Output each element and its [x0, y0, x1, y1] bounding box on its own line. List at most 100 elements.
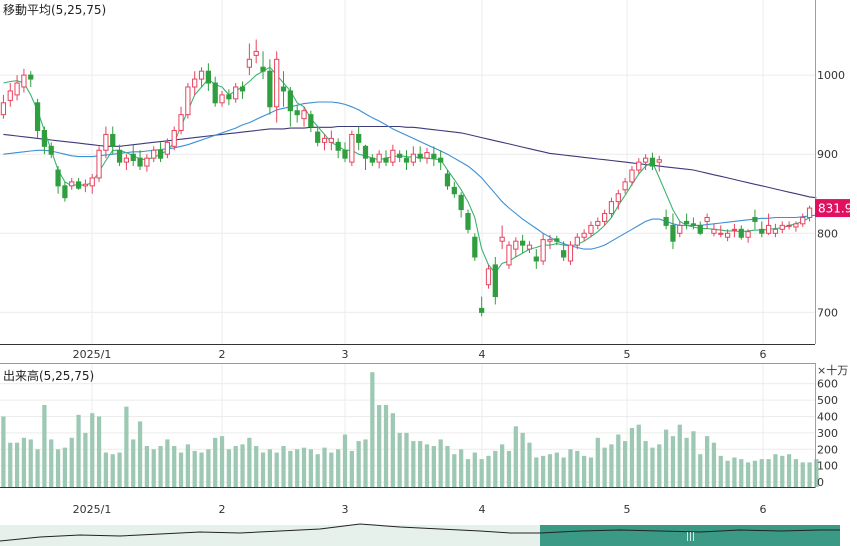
volume-bar	[55, 449, 61, 487]
volume-bar	[137, 421, 143, 487]
candle-body	[465, 213, 471, 230]
volume-x-tick-label: 3	[342, 503, 349, 516]
candle	[301, 106, 307, 127]
volume-tick-label: 0	[817, 476, 824, 489]
volume-bar	[534, 457, 539, 487]
candle	[403, 150, 410, 171]
candle-body	[212, 82, 218, 104]
candle-body	[253, 50, 259, 56]
volume-bar	[199, 452, 204, 487]
candle-body	[75, 181, 82, 189]
candle	[185, 83, 191, 119]
volume-bar	[814, 459, 819, 487]
volume-bar	[520, 432, 525, 487]
last-price-tag-bg	[815, 199, 850, 218]
candle	[745, 229, 751, 243]
volume-x-tick-label: 6	[760, 503, 767, 516]
volume-bar	[575, 450, 580, 487]
candle-body	[328, 137, 334, 143]
volume-tick-label: 500	[817, 394, 838, 407]
ma75-layer	[3, 125, 817, 199]
candle-body	[772, 228, 779, 234]
candle-body	[342, 149, 348, 159]
volume-bar	[83, 432, 88, 487]
price-axis: 1000 900 800 700	[817, 69, 845, 319]
candle-body	[629, 169, 635, 183]
price-x-tick-label: 4	[479, 348, 486, 361]
volume-x-tick-label: 4	[479, 503, 486, 516]
candle-body	[62, 185, 68, 199]
candle-body	[656, 159, 662, 163]
candle-body	[315, 131, 321, 143]
volume-bar	[602, 447, 607, 487]
volume-bar	[418, 441, 423, 487]
candle-body	[745, 231, 751, 238]
candle	[287, 86, 293, 127]
volume-bar	[1, 416, 6, 487]
volume-bar	[151, 449, 156, 487]
candle-body	[595, 220, 601, 226]
candle	[738, 225, 744, 240]
candle	[260, 51, 266, 80]
volume-bar	[49, 439, 54, 487]
candle-body	[14, 82, 20, 96]
candle-body	[526, 244, 533, 250]
candle-body	[287, 90, 293, 112]
candle-body	[219, 94, 225, 104]
candle-body	[793, 223, 799, 228]
candle-body	[103, 133, 109, 151]
volume-bar	[718, 455, 723, 487]
candle-body	[479, 307, 485, 313]
candle	[75, 177, 82, 190]
candle-body	[178, 114, 184, 131]
volume-bar	[377, 405, 382, 487]
candle	[28, 71, 34, 87]
candle-body	[192, 78, 198, 88]
volume-bar	[42, 405, 47, 487]
candle-body	[403, 157, 410, 163]
candle-body	[554, 238, 560, 242]
candle-body	[779, 224, 785, 230]
candle	[253, 39, 259, 64]
volume-bar	[206, 449, 211, 487]
last-price-value: 831.9	[818, 202, 852, 216]
volume-bar	[745, 462, 751, 487]
candle	[506, 241, 512, 269]
candle	[533, 249, 539, 269]
candle	[718, 225, 724, 238]
volume-bar	[780, 455, 785, 487]
candle	[806, 205, 813, 222]
candle	[226, 89, 232, 106]
candle	[274, 51, 280, 123]
candle	[554, 235, 560, 246]
candle	[472, 233, 478, 261]
volume-bar	[527, 442, 532, 487]
volume-bar	[219, 436, 225, 487]
volume-bar	[247, 437, 252, 487]
candle	[615, 189, 621, 210]
candle-body	[438, 157, 444, 163]
volume-bar	[35, 449, 40, 487]
candle-body	[260, 66, 266, 72]
candle-body	[198, 70, 205, 80]
candle	[588, 221, 594, 238]
candle	[137, 150, 143, 171]
candle	[711, 223, 717, 237]
volume-bar	[773, 454, 778, 487]
navigator-series-line	[0, 523, 840, 542]
candle	[670, 213, 676, 250]
candle	[116, 144, 123, 167]
volume-bar	[233, 446, 238, 487]
candle	[772, 223, 779, 238]
volume-bar	[281, 446, 286, 487]
candle	[697, 221, 703, 235]
candle	[151, 146, 157, 163]
candle-body	[410, 153, 416, 163]
candle-body	[151, 149, 157, 159]
volume-bar	[759, 459, 764, 487]
candle-body	[171, 129, 177, 147]
volume-bar	[739, 459, 744, 487]
navigator-scroll-thumb[interactable]: |||	[686, 532, 695, 542]
navigator[interactable]: |||	[0, 523, 840, 546]
candle-body	[41, 129, 48, 147]
